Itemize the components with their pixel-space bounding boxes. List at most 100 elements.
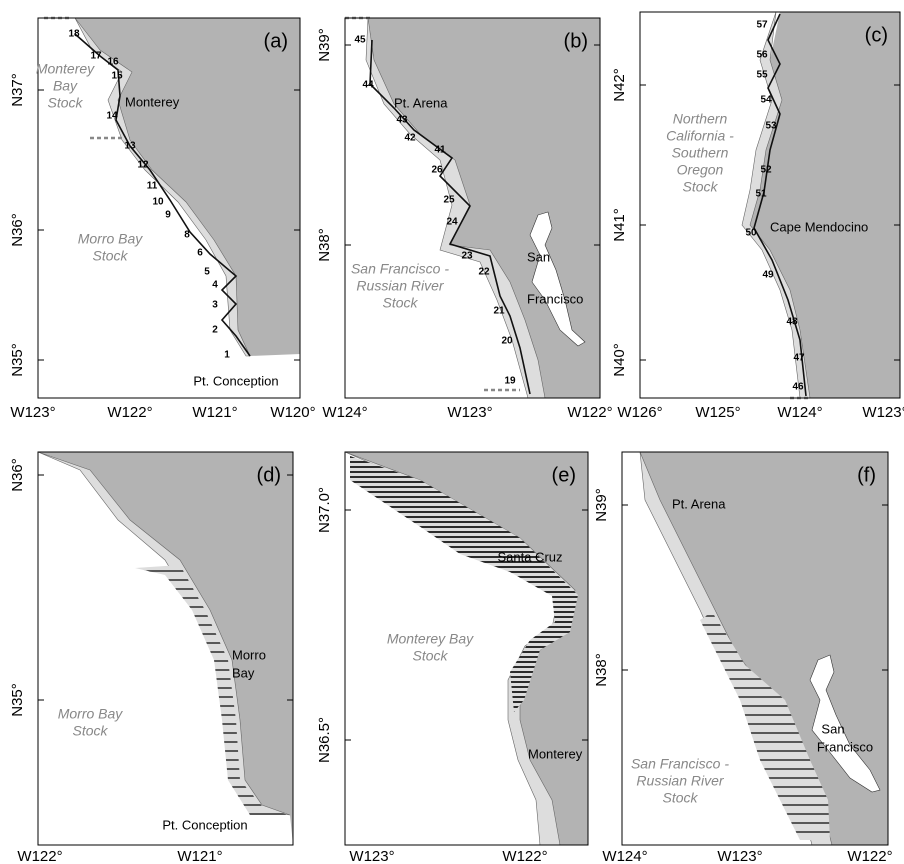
stock-name: San Francisco -: [351, 261, 449, 277]
x-axis-label: W122°: [847, 848, 892, 864]
segment-number: 14: [106, 111, 118, 122]
place-name: Pt. Arena: [672, 496, 726, 511]
segment-number: 51: [755, 189, 767, 200]
segment-number: 44: [362, 80, 374, 91]
y-axis-label: N36.5°: [316, 717, 333, 763]
y-axis-label: N36°: [9, 458, 26, 492]
stock-name: Morro Bay: [58, 706, 124, 722]
x-axis-label: W121°: [192, 404, 237, 421]
x-axis-label: W123°: [447, 404, 492, 421]
segment-number: 49: [762, 270, 774, 281]
x-axis-label: W123°: [349, 848, 394, 864]
segment-number: 54: [760, 95, 772, 106]
panel-label: (c): [865, 24, 888, 46]
x-axis-label: W121°: [177, 848, 222, 864]
segment-number: 42: [404, 133, 416, 144]
segment-number: 8: [184, 230, 190, 241]
y-axis-label: N37.0°: [316, 487, 333, 533]
map-panel: (a)N37°N36°N35°W123°W122°W121°W120°12345…: [9, 18, 316, 421]
place-name: Francisco: [527, 291, 583, 306]
segment-number: 55: [756, 70, 768, 81]
x-axis-label: W122°: [502, 848, 547, 864]
panel-label: (f): [857, 464, 876, 486]
map-panel: (b)N39°N38°W124°W123°W122°45444342412625…: [316, 18, 613, 421]
map-panel: (f) N39° N38° W124° W123° W122° Pt. Arena San Fr…: [593, 452, 893, 864]
x-axis-label: W123°: [10, 404, 55, 421]
place-name: Bay: [232, 665, 255, 680]
segment-number: 13: [124, 141, 136, 152]
place-name: Morro: [232, 647, 266, 662]
segment-number: 18: [68, 29, 80, 40]
panel-label: (d): [257, 464, 281, 486]
y-axis-label: N36°: [9, 213, 26, 247]
stock-name: Stock: [382, 295, 418, 311]
stock-name: Stock: [412, 648, 448, 664]
segment-number: 16: [107, 57, 119, 68]
y-axis-label: N39°: [593, 488, 610, 522]
place-name: Santa Cruz: [497, 549, 562, 564]
place-name: Francisco: [817, 739, 873, 754]
x-axis-label: W124°: [602, 848, 647, 864]
segment-number: 43: [396, 115, 408, 126]
stock-name: Stock: [47, 95, 83, 111]
segment-number: 19: [504, 376, 516, 387]
segment-number: 47: [793, 353, 805, 364]
segment-number: 48: [786, 317, 798, 328]
x-axis-label: W123°: [862, 404, 904, 421]
panel-label: (e): [552, 464, 576, 486]
place-name: San: [527, 249, 550, 264]
figure: (a)N37°N36°N35°W123°W122°W121°W120°12345…: [0, 0, 904, 864]
segment-number: 24: [446, 217, 458, 228]
segment-number: 1: [224, 350, 230, 361]
stock-name: Southern: [672, 145, 729, 161]
stock-name: Stock: [92, 248, 128, 264]
segment-number: 25: [443, 195, 455, 206]
y-axis-label: N42°: [611, 68, 628, 102]
place-name: Pt. Conception: [193, 373, 278, 388]
segment-number: 2: [212, 325, 218, 336]
segment-number: 46: [792, 382, 804, 393]
stock-name: Morro Bay: [78, 231, 144, 247]
page: {"panels":[ {"label":"(a)","y_labels":["…: [0, 0, 904, 864]
y-axis-label: N40°: [611, 343, 628, 377]
stock-name: Stock: [682, 179, 718, 195]
segment-number: 57: [756, 20, 768, 31]
stock-name: San Francisco -: [631, 756, 729, 772]
segment-number: 4: [212, 280, 218, 291]
y-axis-label: N35°: [9, 343, 26, 377]
segment-number: 56: [756, 50, 768, 61]
segment-number: 11: [147, 181, 158, 192]
x-axis-label: W123°: [717, 848, 762, 864]
segment-number: 45: [354, 35, 366, 46]
x-axis-label: W124°: [322, 404, 367, 421]
x-axis-label: W122°: [17, 848, 62, 864]
stock-name: Monterey Bay: [387, 631, 474, 647]
y-axis-label: N38°: [593, 653, 610, 687]
x-axis-label: W125°: [695, 404, 740, 421]
x-axis-label: W126°: [617, 404, 662, 421]
place-name: Monterey: [528, 746, 583, 761]
place-name: Cape Mendocino: [770, 219, 868, 234]
place-name: Pt. Conception: [162, 817, 247, 832]
stock-name: Stock: [72, 723, 108, 739]
panel-label: (a): [264, 30, 288, 52]
x-axis-label: W120°: [270, 404, 315, 421]
map-panel: (c) N42° N41° N40° W126° W125° W124° W123° 57 56 5…: [611, 12, 904, 421]
panel-label: (b): [564, 30, 588, 52]
x-axis-label: W124°: [777, 404, 822, 421]
map-panel: (e) N37.0° N36.5° W123° W122° Santa Cruz Monte…: [316, 452, 588, 864]
place-name: San: [821, 721, 844, 736]
stock-name: Northern: [673, 111, 728, 127]
stock-name: Stock: [662, 790, 698, 806]
segment-number: 21: [493, 306, 505, 317]
stock-name: Oregon: [677, 162, 724, 178]
y-axis-label: N38°: [316, 228, 333, 262]
segment-number: 41: [434, 145, 446, 156]
stock-name: Russian River: [356, 278, 444, 294]
segment-number: 15: [111, 71, 123, 82]
segment-number: 52: [760, 165, 772, 176]
y-axis-label: N37°: [9, 73, 26, 107]
y-axis-label: N41°: [611, 208, 628, 242]
place-name: Monterey: [125, 94, 180, 109]
segment-number: 53: [765, 121, 777, 132]
